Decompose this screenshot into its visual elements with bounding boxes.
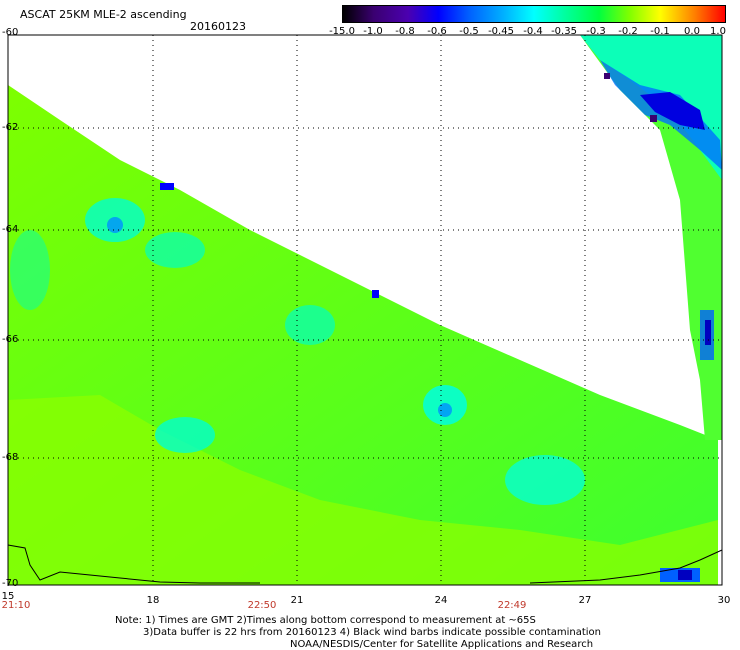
colorbar-label: -15.0 <box>329 26 355 37</box>
coastline <box>7 544 723 584</box>
data-swath-lower <box>8 395 718 585</box>
dark-blue-band-right <box>640 92 705 130</box>
cyan-patch <box>155 417 215 453</box>
colorbar-label: -0.8 <box>395 26 415 37</box>
lon-label: 18 <box>146 595 160 606</box>
note-line-3: NOAA/NESDIS/Center for Satellite Applica… <box>290 639 594 650</box>
lat-label: -62 <box>2 122 19 133</box>
lon-label: 24 <box>434 595 448 606</box>
lat-label: -66 <box>2 334 19 345</box>
lon-label: 30 <box>717 595 731 606</box>
blue-patch <box>372 290 379 298</box>
dark-pixel <box>604 73 610 79</box>
product-title: ASCAT 25KM MLE-2 ascending <box>20 8 187 21</box>
product-date: 20160123 <box>190 20 246 33</box>
colorbar-label: -0.3 <box>586 26 606 37</box>
colorbar-label: -0.2 <box>618 26 638 37</box>
cyan-patch <box>10 230 50 310</box>
lat-label: -64 <box>2 224 19 235</box>
lat-label: -60 <box>2 27 19 38</box>
colorbar-label: -0.35 <box>551 26 577 37</box>
blue-patch <box>160 183 174 190</box>
colorbar-label: -0.6 <box>427 26 447 37</box>
lon-label: 21 <box>290 595 304 606</box>
blue-patch <box>107 217 123 233</box>
graticule <box>8 35 722 585</box>
colorbar-label: -1.0 <box>363 26 383 37</box>
cyan-patch <box>285 305 335 345</box>
lat-label: -70 <box>2 578 19 589</box>
cyan-band-right <box>580 35 722 180</box>
colorbar-label: 0.0 <box>684 26 700 37</box>
time-label: 21:10 <box>1 600 31 611</box>
map-frame <box>7 34 723 586</box>
lat-label: -68 <box>2 452 19 463</box>
cyan-patch <box>505 455 585 505</box>
blue-patch <box>678 570 692 580</box>
cyan-patch <box>145 232 205 268</box>
dark-pixel <box>650 115 657 122</box>
colorbar-label: -0.4 <box>523 26 543 37</box>
note-line-1: Note: 1) Times are GMT 2)Times along bot… <box>115 615 536 626</box>
time-label: 22:50 <box>247 600 277 611</box>
colorbar-label: -0.45 <box>488 26 514 37</box>
time-label: 22:49 <box>497 600 527 611</box>
blue-patch <box>705 320 711 345</box>
lon-label: 27 <box>578 595 592 606</box>
colorbar-label: -0.5 <box>459 26 479 37</box>
note-line-2: 3)Data buffer is 22 hrs from 20160123 4)… <box>143 627 601 638</box>
colorbar <box>342 5 726 23</box>
blue-patch <box>438 403 452 417</box>
lon-label: 15 <box>1 591 15 602</box>
colorbar-gradient <box>343 6 725 22</box>
colorbar-label: -0.1 <box>650 26 670 37</box>
colorbar-label: 1.0 <box>710 26 726 37</box>
